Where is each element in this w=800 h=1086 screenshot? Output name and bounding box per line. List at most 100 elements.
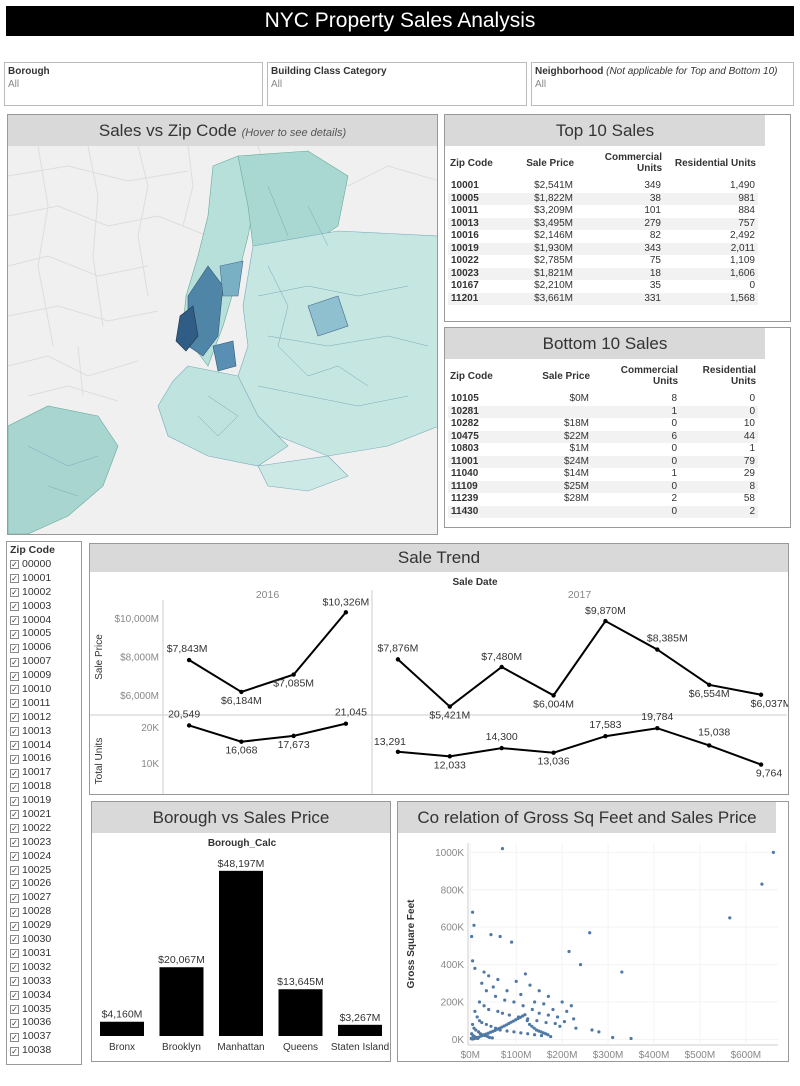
zip-checkbox-item[interactable]: ✓ 10035: [7, 1003, 81, 1017]
zip-checkbox-item[interactable]: ✓ 10031: [7, 947, 81, 961]
checkbox-checked-icon[interactable]: ✓: [10, 991, 19, 1001]
zip-checkbox-item[interactable]: ✓ 10018: [7, 780, 81, 794]
bottom10-row[interactable]: 11430 0 2: [448, 505, 758, 518]
scatter-chart[interactable]: 0K 200K 400K 600K 800K 1000K $0M $100M $200M $300…: [398, 833, 788, 1075]
zip-checkbox-item[interactable]: ✓ 10007: [7, 655, 81, 669]
checkbox-checked-icon[interactable]: ✓: [10, 629, 19, 639]
zip-checkbox-item[interactable]: ✓ 10014: [7, 739, 81, 753]
checkbox-checked-icon[interactable]: ✓: [10, 727, 19, 737]
zip-checkbox-item[interactable]: ✓ 10021: [7, 808, 81, 822]
bottom10-row[interactable]: 11239 $28M 2 58: [448, 493, 758, 506]
checkbox-checked-icon[interactable]: ✓: [10, 699, 19, 709]
zip-checkbox-item[interactable]: ✓ 10033: [7, 975, 81, 989]
bottom10-row[interactable]: 10282 $18M 0 10: [448, 418, 758, 431]
top10-row[interactable]: 10016 $2,146M 82 2,492: [448, 230, 758, 243]
checkbox-checked-icon[interactable]: ✓: [10, 574, 19, 584]
neighborhood-filter[interactable]: Neighborhood (Not applicable for Top and…: [531, 62, 794, 106]
zip-code-filter[interactable]: Zip Code ✓ 00000 ✓ 10001 ✓ 10002 ✓ 10003 ✓ 10004 ✓…: [6, 541, 82, 1065]
zip-checkbox-item[interactable]: ✓ 10036: [7, 1016, 81, 1030]
checkbox-checked-icon[interactable]: ✓: [10, 657, 19, 667]
checkbox-checked-icon[interactable]: ✓: [10, 1004, 19, 1014]
checkbox-checked-icon[interactable]: ✓: [10, 879, 19, 889]
top10-row[interactable]: 10022 $2,785M 75 1,109: [448, 255, 758, 268]
zip-checkbox-item[interactable]: ✓ 10032: [7, 961, 81, 975]
zip-checkbox-item[interactable]: ✓ 10038: [7, 1044, 81, 1058]
checkbox-checked-icon[interactable]: ✓: [10, 810, 19, 820]
zip-checkbox-item[interactable]: ✓ 10026: [7, 877, 81, 891]
checkbox-checked-icon[interactable]: ✓: [10, 754, 19, 764]
zip-checkbox-item[interactable]: ✓ 10022: [7, 822, 81, 836]
checkbox-checked-icon[interactable]: ✓: [10, 893, 19, 903]
checkbox-checked-icon[interactable]: ✓: [10, 1018, 19, 1028]
zip-checkbox-item[interactable]: ✓ 10017: [7, 766, 81, 780]
checkbox-checked-icon[interactable]: ✓: [10, 643, 19, 653]
top10-row[interactable]: 10001 $2,541M 349 1,490: [448, 180, 758, 193]
borough-filter[interactable]: Borough All: [4, 62, 263, 106]
checkbox-checked-icon[interactable]: ✓: [10, 741, 19, 751]
zip-checkbox-item[interactable]: ✓ 10013: [7, 725, 81, 739]
zip-checkbox-item[interactable]: ✓ 10016: [7, 752, 81, 766]
checkbox-checked-icon[interactable]: ✓: [10, 921, 19, 931]
building-class-filter[interactable]: Building Class Category All: [267, 62, 527, 106]
zip-checkbox-item[interactable]: ✓ 10011: [7, 697, 81, 711]
top10-row[interactable]: 10019 $1,930M 343 2,011: [448, 242, 758, 255]
borough-bar-chart[interactable]: Borough_Calc $4,160M Bronx $20,067M Brooklyn…: [92, 833, 390, 1061]
zip-checkbox-item[interactable]: ✓ 10034: [7, 989, 81, 1003]
borough-filter-value[interactable]: All: [8, 79, 20, 90]
checkbox-checked-icon[interactable]: ✓: [10, 616, 19, 625]
zip-checkbox-item[interactable]: ✓ 10005: [7, 627, 81, 641]
checkbox-checked-icon[interactable]: ✓: [10, 671, 19, 681]
checkbox-checked-icon[interactable]: ✓: [10, 796, 19, 806]
neighborhood-filter-value[interactable]: All: [535, 79, 547, 90]
checkbox-checked-icon[interactable]: ✓: [10, 907, 19, 917]
checkbox-checked-icon[interactable]: ✓: [10, 685, 19, 695]
zip-checkbox-item[interactable]: ✓ 10027: [7, 891, 81, 905]
zip-checkbox-item[interactable]: ✓ 10023: [7, 836, 81, 850]
checkbox-checked-icon[interactable]: ✓: [10, 963, 19, 973]
zip-checkbox-item[interactable]: ✓ 10009: [7, 669, 81, 683]
zip-checkbox-item[interactable]: ✓ 10002: [7, 586, 81, 600]
zip-checkbox-item[interactable]: ✓ 10029: [7, 919, 81, 933]
bottom10-row[interactable]: 11109 $25M 0 8: [448, 480, 758, 493]
zip-checkbox-item[interactable]: ✓ 10006: [7, 641, 81, 655]
bottom10-row[interactable]: 10475 $22M 6 44: [448, 430, 758, 443]
checkbox-checked-icon[interactable]: ✓: [10, 949, 19, 959]
zip-checkbox-item[interactable]: ✓ 10025: [7, 864, 81, 878]
top10-row[interactable]: 10167 $2,210M 35 0: [448, 280, 758, 293]
top10-row[interactable]: 11201 $3,661M 331 1,568: [448, 292, 758, 305]
zip-checkbox-item[interactable]: ✓ 10037: [7, 1030, 81, 1044]
building-class-filter-value[interactable]: All: [271, 79, 283, 90]
checkbox-checked-icon[interactable]: ✓: [10, 1046, 19, 1056]
zip-checkbox-item[interactable]: ✓ 10012: [7, 711, 81, 725]
top10-row[interactable]: 10011 $3,209M 101 884: [448, 205, 758, 218]
top10-row[interactable]: 10005 $1,822M 38 981: [448, 192, 758, 205]
zip-code-map[interactable]: [8, 145, 438, 534]
checkbox-checked-icon[interactable]: ✓: [10, 768, 19, 778]
checkbox-checked-icon[interactable]: ✓: [10, 588, 19, 598]
checkbox-checked-icon[interactable]: ✓: [10, 560, 19, 570]
checkbox-checked-icon[interactable]: ✓: [10, 838, 19, 848]
checkbox-checked-icon[interactable]: ✓: [10, 1032, 19, 1042]
top10-row[interactable]: 10023 $1,821M 18 1,606: [448, 267, 758, 280]
zip-checkbox-item[interactable]: ✓ 10019: [7, 794, 81, 808]
bottom10-row[interactable]: 10803 $1M 0 1: [448, 443, 758, 456]
zip-checkbox-item[interactable]: ✓ 10004: [7, 614, 81, 628]
zip-checkbox-item[interactable]: ✓ 00000: [7, 558, 81, 572]
checkbox-checked-icon[interactable]: ✓: [10, 602, 19, 612]
zip-checkbox-item[interactable]: ✓ 10001: [7, 572, 81, 586]
checkbox-checked-icon[interactable]: ✓: [10, 782, 19, 792]
checkbox-checked-icon[interactable]: ✓: [10, 977, 19, 987]
bottom10-row[interactable]: 10281 1 0: [448, 405, 758, 418]
checkbox-checked-icon[interactable]: ✓: [10, 852, 19, 862]
zip-checkbox-item[interactable]: ✓ 10028: [7, 905, 81, 919]
sale-trend-chart[interactable]: Sale Date20162017Septemb..OctoberNovembe…: [90, 572, 792, 821]
bottom10-row[interactable]: 11001 $24M 0 79: [448, 455, 758, 468]
zip-checkbox-item[interactable]: ✓ 10003: [7, 600, 81, 614]
zip-checkbox-item[interactable]: ✓ 10024: [7, 850, 81, 864]
zip-checkbox-item[interactable]: ✓ 10030: [7, 933, 81, 947]
checkbox-checked-icon[interactable]: ✓: [10, 935, 19, 945]
zip-checkbox-item[interactable]: ✓ 10010: [7, 683, 81, 697]
bottom10-row[interactable]: 10105 $0M 8 0: [448, 393, 758, 406]
checkbox-checked-icon[interactable]: ✓: [10, 713, 19, 723]
checkbox-checked-icon[interactable]: ✓: [10, 866, 19, 876]
